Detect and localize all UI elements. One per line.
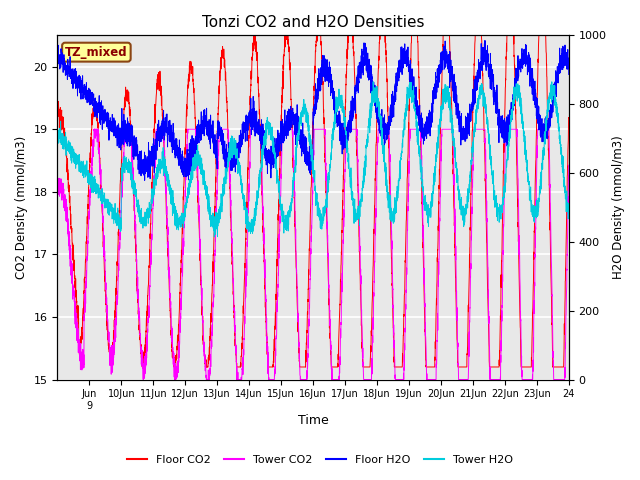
X-axis label: Time: Time	[298, 414, 328, 427]
Title: Tonzi CO2 and H2O Densities: Tonzi CO2 and H2O Densities	[202, 15, 424, 30]
Legend: Floor CO2, Tower CO2, Floor H2O, Tower H2O: Floor CO2, Tower CO2, Floor H2O, Tower H…	[123, 451, 517, 469]
Y-axis label: H2O Density (mmol/m3): H2O Density (mmol/m3)	[612, 135, 625, 279]
Y-axis label: CO2 Density (mmol/m3): CO2 Density (mmol/m3)	[15, 136, 28, 279]
Text: TZ_mixed: TZ_mixed	[65, 46, 128, 59]
